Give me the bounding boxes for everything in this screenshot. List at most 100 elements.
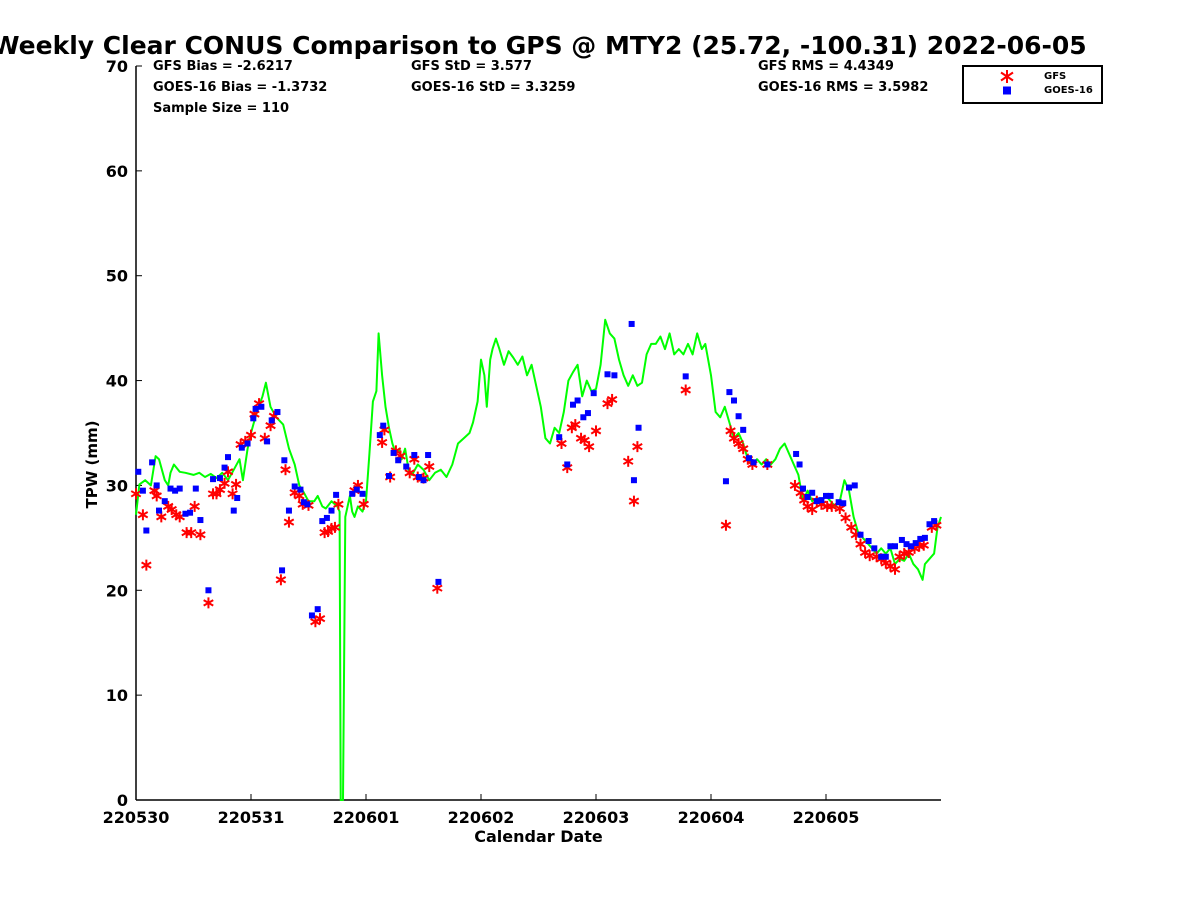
gfs-point bbox=[590, 425, 602, 437]
goes16-point bbox=[764, 461, 771, 468]
y-tick-label: 20 bbox=[106, 581, 128, 600]
goes16-point bbox=[745, 455, 752, 462]
gfs-point bbox=[680, 384, 691, 396]
goes16-point bbox=[205, 587, 212, 594]
goes16-point bbox=[827, 492, 834, 499]
goes16-point bbox=[804, 493, 811, 500]
gfs-point bbox=[570, 419, 581, 431]
y-tick-label: 70 bbox=[106, 57, 128, 76]
goes16-point bbox=[892, 543, 898, 550]
chart-title: Weekly Clear CONUS Comparison to GPS @ M… bbox=[0, 31, 1087, 60]
goes16-point bbox=[139, 487, 146, 494]
y-tick-label: 40 bbox=[106, 372, 128, 391]
goes16-point bbox=[722, 478, 729, 485]
gfs-std-stat: GFS StD = 3.577 bbox=[411, 59, 532, 74]
goes16-point bbox=[682, 373, 689, 380]
asterisk-icon bbox=[1000, 70, 1014, 83]
goes16-point bbox=[628, 320, 635, 327]
goes16-point bbox=[846, 484, 852, 491]
goes16-point bbox=[386, 472, 392, 479]
x-tick-label: 220530 bbox=[103, 808, 170, 827]
gfs-point bbox=[840, 512, 851, 524]
gfs-point bbox=[855, 538, 866, 550]
goes16-point bbox=[898, 536, 905, 543]
gfs-point bbox=[889, 563, 901, 575]
goes16-point bbox=[395, 457, 402, 464]
goes16-point bbox=[323, 514, 330, 521]
legend: GFS GOES-16 bbox=[962, 65, 1103, 104]
x-tick-label: 220601 bbox=[333, 808, 400, 827]
y-tick-label: 50 bbox=[106, 267, 128, 286]
legend-label-goes16: GOES-16 bbox=[1044, 85, 1093, 96]
goes16-point bbox=[333, 491, 340, 498]
goes-std-stat: GOES-16 StD = 3.3259 bbox=[411, 80, 576, 95]
y-tick-label: 0 bbox=[117, 791, 128, 810]
goes16-point bbox=[635, 424, 642, 431]
goes16-point bbox=[882, 553, 889, 560]
gfs-point bbox=[280, 464, 291, 476]
goes16-point bbox=[149, 459, 156, 466]
goes16-point bbox=[234, 495, 241, 502]
goes16-point bbox=[380, 422, 387, 429]
goes16-point bbox=[912, 540, 919, 547]
gfs-point bbox=[806, 504, 818, 516]
gfs-point bbox=[203, 597, 214, 609]
gfs-point bbox=[333, 498, 344, 510]
goes16-point bbox=[192, 485, 199, 492]
goes16-point bbox=[926, 521, 933, 528]
gfs-point bbox=[137, 509, 149, 521]
gfs-point bbox=[423, 461, 435, 473]
gfs-point bbox=[329, 521, 341, 533]
goes16-point bbox=[740, 426, 747, 433]
goes16-point bbox=[221, 464, 228, 471]
gfs-point bbox=[583, 441, 595, 453]
goes16-point bbox=[143, 527, 150, 534]
gfs-point bbox=[141, 559, 152, 571]
goes16-point bbox=[197, 517, 204, 524]
plot-area: 0 10 20 30 40 50 60 70 220530 220531 220601 220602 2… bbox=[83, 57, 942, 846]
y-tick-label: 60 bbox=[106, 162, 128, 181]
legend-entry-gfs: GFS bbox=[964, 69, 1101, 84]
goes16-point bbox=[851, 482, 858, 489]
goes16-point bbox=[750, 459, 757, 466]
goes16-point bbox=[735, 413, 742, 420]
goes16-point bbox=[187, 509, 194, 516]
goes16-point bbox=[564, 461, 571, 468]
goes16-point bbox=[328, 507, 335, 514]
goes16-point bbox=[840, 500, 847, 507]
goes16-point bbox=[319, 518, 326, 525]
goes16-point bbox=[809, 489, 816, 496]
x-tick-label: 220602 bbox=[448, 808, 515, 827]
goes16-point bbox=[244, 440, 251, 447]
goes16-point bbox=[903, 541, 910, 548]
goes16-point bbox=[908, 543, 915, 550]
goes16-point bbox=[425, 452, 432, 459]
x-tick-label: 220604 bbox=[678, 808, 745, 827]
goes16-point bbox=[878, 553, 885, 560]
goes16-point bbox=[611, 372, 618, 379]
gfs-point bbox=[826, 500, 838, 512]
goes16-point bbox=[250, 415, 257, 422]
goes16-point bbox=[574, 397, 581, 404]
goes16-point bbox=[238, 444, 245, 451]
goes16-point bbox=[818, 497, 825, 504]
y-tick-label: 10 bbox=[106, 686, 128, 705]
x-tick-label: 220603 bbox=[563, 808, 630, 827]
goes16-point bbox=[590, 390, 597, 397]
goes-rms-stat: GOES-16 RMS = 3.5982 bbox=[758, 80, 929, 95]
goes16-point bbox=[161, 498, 168, 505]
square-icon bbox=[1003, 86, 1011, 95]
goes16-point bbox=[931, 518, 938, 525]
goes16-point bbox=[556, 434, 563, 441]
gfs-point bbox=[151, 490, 162, 502]
gfs-point bbox=[358, 498, 369, 510]
goes16-point bbox=[800, 485, 806, 492]
gfs-point bbox=[195, 529, 206, 541]
goes16-point bbox=[796, 461, 803, 468]
goes16-point bbox=[823, 492, 829, 499]
gfs-point bbox=[283, 516, 295, 528]
sample-size-stat: Sample Size = 110 bbox=[153, 101, 290, 116]
goes16-point bbox=[176, 485, 183, 492]
goes16-point bbox=[630, 477, 637, 484]
goes16-point bbox=[281, 457, 288, 464]
